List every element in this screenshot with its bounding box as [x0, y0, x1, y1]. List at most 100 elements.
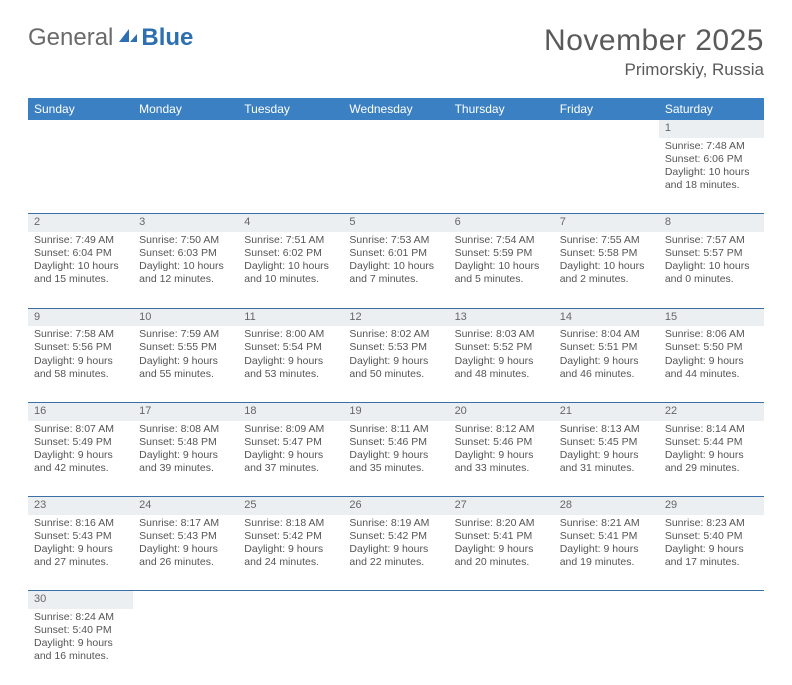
day-number-cell: 23: [28, 497, 133, 515]
day-detail-cell: Sunrise: 8:18 AMSunset: 5:42 PMDaylight:…: [238, 515, 343, 591]
day-number-cell: 9: [28, 308, 133, 326]
sunrise-line: Sunrise: 8:12 AM: [455, 423, 548, 436]
day-detail-cell: Sunrise: 8:06 AMSunset: 5:50 PMDaylight:…: [659, 326, 764, 402]
logo-text-blue: Blue: [141, 24, 193, 52]
day-detail-cell: Sunrise: 8:00 AMSunset: 5:54 PMDaylight:…: [238, 326, 343, 402]
detail-row: Sunrise: 8:07 AMSunset: 5:49 PMDaylight:…: [28, 421, 764, 497]
day-number-cell: [238, 591, 343, 609]
day-number-cell: [343, 591, 448, 609]
day-detail-cell: [133, 609, 238, 685]
day-number-cell: 6: [449, 214, 554, 232]
daylight-line: Daylight: 9 hours and 35 minutes.: [349, 449, 442, 475]
daylight-line: Daylight: 9 hours and 29 minutes.: [665, 449, 758, 475]
weekday-header: Saturday: [659, 98, 764, 120]
day-number-cell: 2: [28, 214, 133, 232]
sunrise-line: Sunrise: 7:54 AM: [455, 234, 548, 247]
day-detail-cell: Sunrise: 8:09 AMSunset: 5:47 PMDaylight:…: [238, 421, 343, 497]
day-number-cell: [28, 120, 133, 138]
sunset-line: Sunset: 5:44 PM: [665, 436, 758, 449]
day-number-cell: [133, 120, 238, 138]
daynum-row: 16171819202122: [28, 402, 764, 420]
day-number-cell: [449, 591, 554, 609]
day-number-cell: 18: [238, 402, 343, 420]
daylight-line: Daylight: 9 hours and 17 minutes.: [665, 543, 758, 569]
day-number-cell: 24: [133, 497, 238, 515]
weekday-header: Friday: [554, 98, 659, 120]
day-detail-cell: Sunrise: 8:23 AMSunset: 5:40 PMDaylight:…: [659, 515, 764, 591]
sunset-line: Sunset: 5:43 PM: [34, 530, 127, 543]
day-detail-cell: [133, 138, 238, 214]
day-detail-cell: [238, 609, 343, 685]
sunset-line: Sunset: 6:01 PM: [349, 247, 442, 260]
calendar-table: SundayMondayTuesdayWednesdayThursdayFrid…: [28, 98, 764, 685]
detail-row: Sunrise: 7:58 AMSunset: 5:56 PMDaylight:…: [28, 326, 764, 402]
daylight-line: Daylight: 9 hours and 37 minutes.: [244, 449, 337, 475]
title-block: November 2025 Primorskiy, Russia: [544, 24, 764, 80]
sunrise-line: Sunrise: 8:02 AM: [349, 328, 442, 341]
sunrise-line: Sunrise: 8:20 AM: [455, 517, 548, 530]
sunrise-line: Sunrise: 8:19 AM: [349, 517, 442, 530]
day-detail-cell: Sunrise: 7:49 AMSunset: 6:04 PMDaylight:…: [28, 232, 133, 308]
sunrise-line: Sunrise: 7:51 AM: [244, 234, 337, 247]
day-number-cell: 20: [449, 402, 554, 420]
sunset-line: Sunset: 6:02 PM: [244, 247, 337, 260]
day-detail-cell: Sunrise: 7:53 AMSunset: 6:01 PMDaylight:…: [343, 232, 448, 308]
day-detail-cell: Sunrise: 8:13 AMSunset: 5:45 PMDaylight:…: [554, 421, 659, 497]
sunset-line: Sunset: 5:43 PM: [139, 530, 232, 543]
sunset-line: Sunset: 5:52 PM: [455, 341, 548, 354]
sunrise-line: Sunrise: 8:09 AM: [244, 423, 337, 436]
daynum-row: 30: [28, 591, 764, 609]
sunset-line: Sunset: 6:06 PM: [665, 153, 758, 166]
day-detail-cell: [449, 138, 554, 214]
daynum-row: 2345678: [28, 214, 764, 232]
daylight-line: Daylight: 9 hours and 16 minutes.: [34, 637, 127, 663]
sunrise-line: Sunrise: 7:53 AM: [349, 234, 442, 247]
day-detail-cell: Sunrise: 8:14 AMSunset: 5:44 PMDaylight:…: [659, 421, 764, 497]
daylight-line: Daylight: 9 hours and 22 minutes.: [349, 543, 442, 569]
detail-row: Sunrise: 7:49 AMSunset: 6:04 PMDaylight:…: [28, 232, 764, 308]
sunrise-line: Sunrise: 8:08 AM: [139, 423, 232, 436]
day-number-cell: 19: [343, 402, 448, 420]
day-number-cell: 7: [554, 214, 659, 232]
daynum-row: 9101112131415: [28, 308, 764, 326]
daylight-line: Daylight: 9 hours and 19 minutes.: [560, 543, 653, 569]
day-detail-cell: Sunrise: 8:02 AMSunset: 5:53 PMDaylight:…: [343, 326, 448, 402]
day-number-cell: 8: [659, 214, 764, 232]
daylight-line: Daylight: 9 hours and 50 minutes.: [349, 355, 442, 381]
sunrise-line: Sunrise: 7:55 AM: [560, 234, 653, 247]
day-detail-cell: Sunrise: 8:24 AMSunset: 5:40 PMDaylight:…: [28, 609, 133, 685]
sunrise-line: Sunrise: 7:48 AM: [665, 140, 758, 153]
day-number-cell: 11: [238, 308, 343, 326]
sunrise-line: Sunrise: 8:24 AM: [34, 611, 127, 624]
day-number-cell: 15: [659, 308, 764, 326]
day-number-cell: [238, 120, 343, 138]
logo: General Blue: [28, 24, 193, 52]
detail-row: Sunrise: 8:24 AMSunset: 5:40 PMDaylight:…: [28, 609, 764, 685]
daylight-line: Daylight: 9 hours and 33 minutes.: [455, 449, 548, 475]
daylight-line: Daylight: 9 hours and 53 minutes.: [244, 355, 337, 381]
sunset-line: Sunset: 5:46 PM: [455, 436, 548, 449]
sunrise-line: Sunrise: 8:07 AM: [34, 423, 127, 436]
day-detail-cell: Sunrise: 7:55 AMSunset: 5:58 PMDaylight:…: [554, 232, 659, 308]
day-detail-cell: Sunrise: 8:07 AMSunset: 5:49 PMDaylight:…: [28, 421, 133, 497]
sunrise-line: Sunrise: 7:59 AM: [139, 328, 232, 341]
day-detail-cell: [554, 138, 659, 214]
day-number-cell: [554, 591, 659, 609]
daylight-line: Daylight: 9 hours and 26 minutes.: [139, 543, 232, 569]
sunrise-line: Sunrise: 7:50 AM: [139, 234, 232, 247]
day-number-cell: 25: [238, 497, 343, 515]
sunrise-line: Sunrise: 8:04 AM: [560, 328, 653, 341]
daynum-row: 1: [28, 120, 764, 138]
day-number-cell: 30: [28, 591, 133, 609]
day-number-cell: 29: [659, 497, 764, 515]
daylight-line: Daylight: 9 hours and 55 minutes.: [139, 355, 232, 381]
logo-sail-icon: [117, 24, 139, 52]
sunset-line: Sunset: 5:41 PM: [455, 530, 548, 543]
sunrise-line: Sunrise: 8:23 AM: [665, 517, 758, 530]
sunset-line: Sunset: 5:53 PM: [349, 341, 442, 354]
day-number-cell: [554, 120, 659, 138]
day-detail-cell: Sunrise: 8:19 AMSunset: 5:42 PMDaylight:…: [343, 515, 448, 591]
day-detail-cell: Sunrise: 7:50 AMSunset: 6:03 PMDaylight:…: [133, 232, 238, 308]
sunrise-line: Sunrise: 7:57 AM: [665, 234, 758, 247]
sunrise-line: Sunrise: 8:06 AM: [665, 328, 758, 341]
